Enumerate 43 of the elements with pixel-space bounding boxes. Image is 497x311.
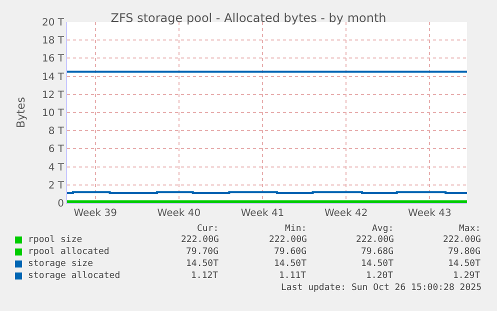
y-tick-label: 14 T (42, 72, 65, 83)
y-tick-label: 18 T (42, 36, 65, 47)
text: 14.50T (186, 259, 220, 269)
text: 14.50T (361, 259, 394, 269)
y-tick-label: 4 T (48, 162, 65, 174)
text: 222.00G (269, 235, 307, 245)
text: Min: (285, 224, 307, 234)
x-tick-label: Week 41 (240, 208, 284, 219)
chart-title: ZFS storage pool - Allocated bytes - by month (110, 11, 386, 26)
y-tick-label: 8 T (48, 126, 65, 138)
x-tick-label: Week 39 (74, 208, 118, 219)
text: 222.00G (356, 235, 394, 245)
y-tick-label: 12 T (42, 90, 65, 101)
text: 14.50T (448, 259, 482, 269)
legend-label: rpool size (28, 235, 82, 245)
y-tick-label: 10 T (42, 108, 65, 119)
text: Avg: (372, 224, 394, 234)
text: 79.60G (274, 247, 307, 257)
legend-label: rpool allocated (28, 247, 110, 257)
y-tick-label: 16 T (42, 54, 65, 65)
text: Cur: (197, 224, 219, 234)
text: 1.29T (453, 271, 481, 281)
y-tick-label: 0 (58, 198, 64, 210)
legend-label: storage allocated (28, 271, 120, 281)
x-tick-label: Week 42 (324, 208, 368, 219)
text: 1.12T (191, 271, 219, 281)
y-tick-label: 2 T (48, 180, 65, 192)
text: 222.00G (443, 235, 481, 245)
text: 79.68G (361, 247, 394, 257)
y-tick-label: 20 T (42, 18, 65, 28)
text: 14.50T (274, 259, 308, 269)
x-tick-label: Week 43 (408, 208, 452, 219)
text: Last update: Sun Oct 26 15:00:28 2025 (281, 283, 482, 293)
y-axis-title: Bytes (14, 96, 28, 128)
text: Max: (459, 224, 481, 234)
x-tick-label: Week 40 (157, 208, 201, 219)
text: 222.00G (181, 235, 219, 245)
legend-label: storage size (28, 259, 94, 269)
y-tick-label: 6 T (48, 144, 65, 156)
text: 79.70G (186, 247, 219, 257)
text: 1.11T (279, 271, 307, 281)
text: 79.80G (448, 247, 481, 257)
text: 1.20T (366, 271, 394, 281)
